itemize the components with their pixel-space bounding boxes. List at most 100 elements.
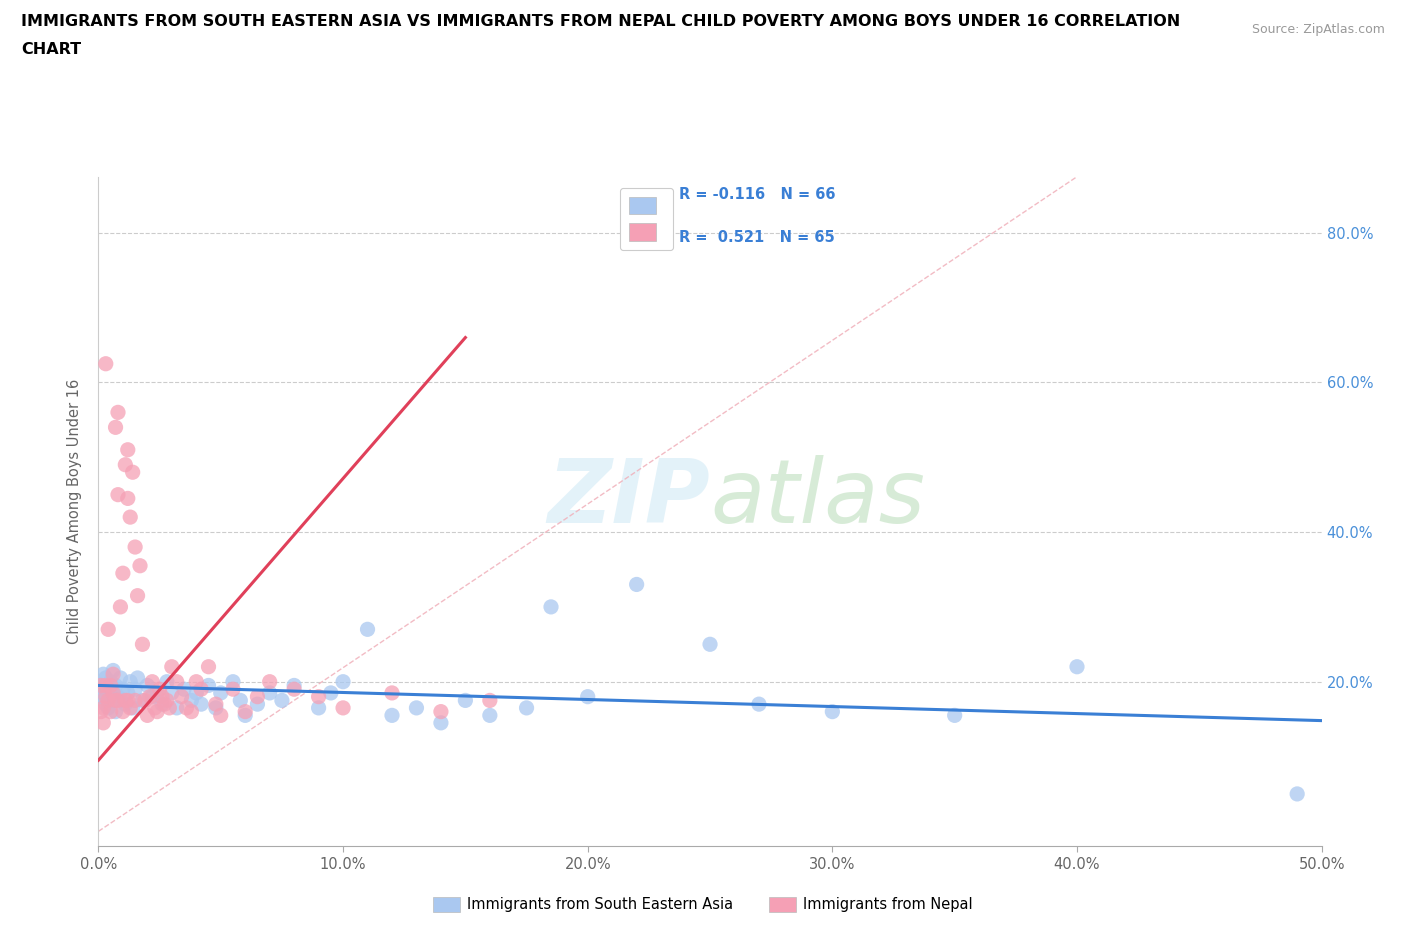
Point — [381, 708, 404, 723]
Point — [319, 685, 342, 700]
Point — [107, 689, 129, 704]
Text: R =  0.521   N = 65: R = 0.521 N = 65 — [679, 230, 835, 245]
Point — [139, 689, 162, 704]
Point — [197, 678, 219, 693]
Point — [94, 356, 117, 371]
Point — [90, 678, 112, 693]
Point — [150, 689, 173, 704]
Point — [94, 682, 117, 697]
Point — [141, 689, 163, 704]
Point — [94, 671, 117, 685]
Point — [190, 682, 212, 697]
Point — [117, 491, 139, 506]
Point — [209, 708, 232, 723]
Point — [94, 689, 117, 704]
Text: R = -0.116   N = 66: R = -0.116 N = 66 — [679, 187, 837, 202]
Point — [332, 700, 354, 715]
Point — [180, 693, 202, 708]
Point — [101, 667, 124, 682]
Point — [90, 678, 112, 693]
Point — [107, 693, 129, 708]
Point — [127, 589, 149, 604]
Point — [156, 674, 179, 689]
Point — [101, 685, 124, 700]
Point — [626, 577, 648, 591]
Point — [283, 682, 305, 697]
Point — [943, 708, 966, 723]
Point — [117, 443, 139, 458]
Point — [821, 704, 844, 719]
Point — [94, 678, 117, 693]
Point — [146, 704, 169, 719]
Point — [180, 704, 202, 719]
Point — [124, 682, 146, 697]
Point — [97, 693, 120, 708]
Point — [356, 622, 378, 637]
Point — [124, 539, 146, 554]
Point — [186, 674, 208, 689]
Legend: Immigrants from South Eastern Asia, Immigrants from Nepal: Immigrants from South Eastern Asia, Immi… — [427, 891, 979, 918]
Point — [405, 700, 427, 715]
Point — [136, 678, 159, 693]
Point — [100, 704, 122, 719]
Point — [104, 678, 127, 693]
Point — [97, 700, 120, 715]
Point — [143, 700, 166, 715]
Point — [114, 693, 136, 708]
Point — [120, 700, 142, 715]
Point — [454, 693, 477, 708]
Point — [94, 697, 117, 711]
Point — [197, 659, 219, 674]
Point — [157, 700, 180, 715]
Point — [515, 700, 537, 715]
Point — [186, 685, 208, 700]
Point — [160, 685, 183, 700]
Point — [104, 419, 127, 434]
Point — [430, 704, 453, 719]
Point — [430, 715, 453, 730]
Point — [153, 697, 176, 711]
Point — [124, 693, 146, 708]
Point — [576, 689, 599, 704]
Point — [127, 671, 149, 685]
Text: CHART: CHART — [21, 42, 82, 57]
Point — [100, 678, 122, 693]
Point — [149, 682, 172, 697]
Point — [90, 704, 112, 719]
Point — [246, 697, 269, 711]
Point — [111, 704, 134, 719]
Point — [120, 674, 142, 689]
Point — [110, 671, 132, 685]
Point — [141, 674, 163, 689]
Point — [205, 697, 228, 711]
Point — [134, 693, 156, 708]
Point — [111, 565, 134, 580]
Point — [540, 600, 562, 615]
Point — [209, 685, 232, 700]
Point — [110, 600, 132, 615]
Point — [270, 693, 294, 708]
Point — [1066, 659, 1088, 674]
Point — [478, 708, 501, 723]
Point — [97, 678, 120, 693]
Point — [131, 693, 153, 708]
Point — [111, 682, 134, 697]
Point — [156, 693, 179, 708]
Point — [91, 685, 114, 700]
Point — [91, 667, 114, 682]
Point — [136, 708, 159, 723]
Point — [166, 674, 188, 689]
Point — [176, 700, 198, 715]
Point — [97, 622, 120, 637]
Point — [107, 405, 129, 419]
Point — [222, 674, 245, 689]
Point — [131, 637, 153, 652]
Point — [190, 697, 212, 711]
Point — [205, 700, 228, 715]
Point — [100, 674, 122, 689]
Point — [222, 682, 245, 697]
Y-axis label: Child Poverty Among Boys Under 16: Child Poverty Among Boys Under 16 — [67, 379, 83, 644]
Point — [283, 678, 305, 693]
Point — [233, 704, 256, 719]
Point — [478, 693, 501, 708]
